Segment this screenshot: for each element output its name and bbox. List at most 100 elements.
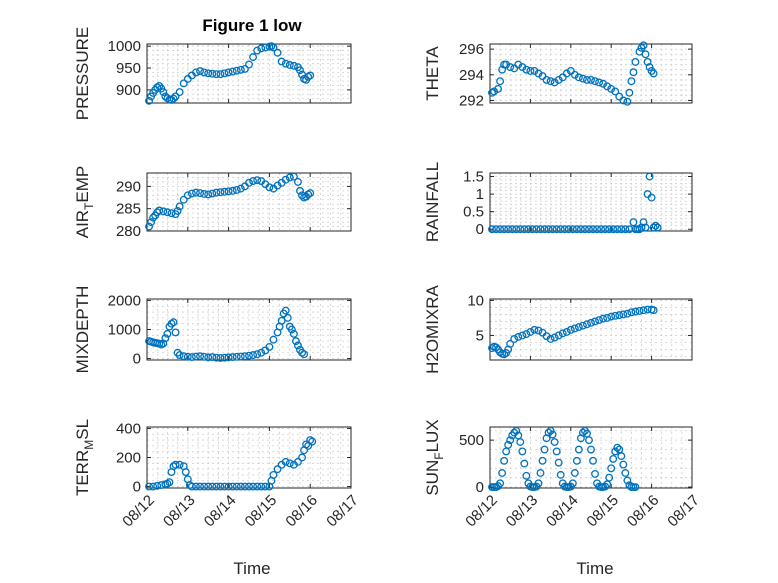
data-point — [224, 353, 233, 362]
data-point — [261, 482, 270, 491]
data-point — [208, 189, 217, 198]
data-point — [155, 206, 164, 215]
subplot-terr_msl: 0 200 400 08/12 08/13 08/14 08/15 08/16 08/17 TER… — [73, 419, 362, 530]
data-point — [512, 426, 521, 435]
data-point — [208, 482, 217, 491]
subplot-theta: 292 294 296 THETA — [423, 41, 693, 109]
data-point — [574, 323, 583, 331]
data-point — [159, 207, 168, 216]
x-tick-label: 08/13 — [503, 492, 542, 531]
data-point — [220, 187, 229, 196]
data-point — [609, 454, 618, 463]
axes-frame — [489, 426, 693, 489]
data-point — [208, 69, 217, 78]
subplot-mixdepth: 0 1000 2000 MIXDEPTH — [73, 286, 352, 373]
data-point — [536, 225, 545, 234]
data-point — [265, 183, 274, 192]
axes-frame — [146, 172, 352, 232]
data-point — [181, 468, 190, 476]
data-point — [253, 482, 262, 491]
y-tick-label: 2000 — [108, 292, 141, 309]
data-point — [281, 59, 290, 68]
data-point — [224, 68, 233, 77]
x-tick-label: 08/14 — [201, 492, 240, 531]
data-point — [183, 191, 192, 200]
data-point — [165, 478, 174, 487]
data-point — [173, 348, 182, 357]
data-point — [607, 464, 616, 473]
data-point — [500, 225, 509, 234]
data-point — [216, 482, 225, 491]
axes-frame — [489, 43, 693, 104]
y-tick-label: 0 — [133, 479, 141, 496]
data-point — [169, 318, 178, 327]
data-point — [619, 96, 628, 105]
data-point — [643, 58, 652, 66]
data-point — [245, 60, 253, 69]
data-point — [518, 63, 527, 72]
data-point — [257, 44, 266, 53]
data-point — [631, 483, 640, 492]
data-point — [220, 353, 229, 362]
data-point — [534, 326, 543, 335]
data-point — [619, 460, 628, 469]
data-point — [220, 482, 229, 491]
data-point — [228, 353, 237, 362]
data-point — [281, 457, 290, 466]
data-point — [298, 348, 306, 357]
data-point — [627, 308, 636, 317]
subplot-air_temp: 280 285 290 AIRTEMP — [73, 166, 352, 240]
data-point — [289, 172, 298, 181]
data-point — [621, 469, 630, 477]
data-point — [631, 58, 640, 66]
data-point — [605, 225, 614, 234]
data-point — [530, 325, 539, 334]
x-tick-label: 08/13 — [160, 492, 199, 531]
data-point — [578, 428, 587, 437]
data-point — [171, 460, 180, 469]
y-tick-label: 1000 — [108, 322, 141, 339]
data-point — [192, 482, 200, 491]
data-point — [520, 459, 529, 468]
data-point — [528, 225, 537, 234]
data-point — [504, 225, 513, 234]
data-point — [285, 173, 294, 182]
data-point — [200, 68, 209, 77]
data-point — [236, 184, 245, 193]
data-point — [175, 351, 184, 360]
data-point — [534, 479, 543, 488]
y-tick-label: 296 — [459, 41, 484, 58]
subplot-sun_flux: 0 500 08/12 08/13 08/14 08/15 08/16 08/17 SUNFLU… — [423, 419, 703, 530]
data-point — [294, 341, 302, 350]
x-tick-label: 08/12 — [462, 492, 501, 531]
data-point — [627, 77, 636, 86]
x-tick-label: 08/14 — [543, 492, 582, 531]
data-point — [496, 225, 505, 234]
plot-area — [490, 173, 692, 231]
data-point — [173, 206, 182, 215]
subplot-rainfall: 00.511.5 RAINFALL — [423, 162, 693, 242]
data-point — [204, 482, 213, 491]
data-point — [552, 447, 561, 456]
data-point — [629, 68, 638, 77]
data-point — [550, 333, 559, 342]
data-point — [496, 77, 505, 86]
data-point — [163, 479, 172, 488]
data-point — [544, 225, 553, 234]
data-point — [289, 329, 298, 338]
data-point — [496, 479, 505, 488]
data-point — [625, 88, 634, 97]
x-axis-label-left: Time — [233, 559, 270, 578]
data-point — [601, 225, 610, 234]
data-point — [169, 94, 178, 103]
data-point — [220, 69, 229, 78]
data-point — [216, 188, 225, 197]
data-point — [605, 473, 614, 482]
data-point — [554, 75, 563, 84]
data-point — [212, 70, 221, 79]
data-point — [212, 482, 221, 491]
data-point — [534, 69, 543, 78]
data-point — [516, 438, 525, 446]
data-point — [585, 436, 593, 445]
